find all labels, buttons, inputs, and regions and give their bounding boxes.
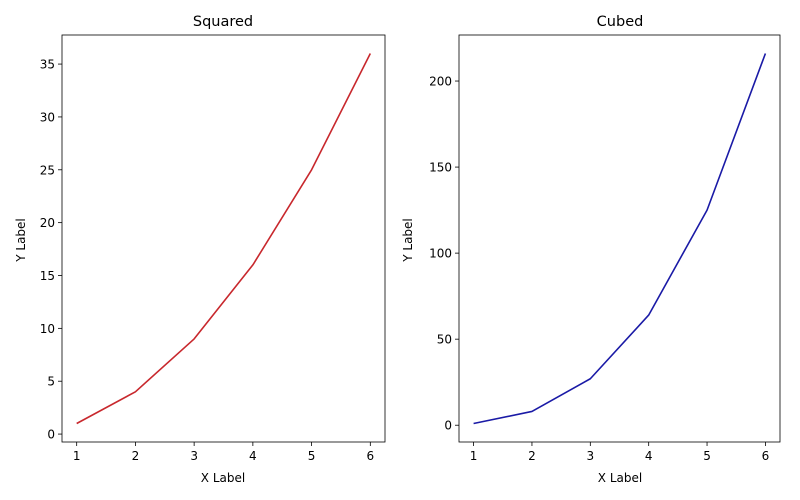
plot-frame: [61, 34, 386, 443]
x-axis-label: X Label: [201, 471, 245, 485]
y-axis-label: Y Label: [401, 218, 415, 263]
y-tick-label: 10: [40, 322, 55, 336]
y-tick-label: 0: [444, 419, 452, 433]
x-tick-label: 5: [308, 449, 316, 463]
y-axis-ticks: 0 50 100 150 200: [429, 75, 459, 433]
y-tick-label: 15: [40, 269, 55, 283]
subplot-cubed: Cubed X Label Y Label 1 2 3 4 5 6 0 50 100 150 200: [401, 14, 781, 485]
y-tick-label: 20: [40, 216, 55, 230]
x-axis-ticks: 1 2 3 4 5 6: [470, 442, 769, 463]
x-tick-label: 3: [586, 449, 594, 463]
x-tick-label: 1: [73, 449, 81, 463]
x-axis-label: X Label: [598, 471, 642, 485]
y-axis-ticks: 0 5 10 15 20 25 30 35: [40, 58, 62, 442]
y-tick-label: 35: [40, 58, 55, 72]
x-tick-label: 4: [249, 449, 257, 463]
series-line: [473, 53, 767, 425]
chart-title: Squared: [193, 14, 253, 30]
plot-frame: [458, 34, 781, 443]
x-tick-label: 6: [762, 449, 770, 463]
x-tick-label: 5: [703, 449, 711, 463]
subplot-squared: Squared X Label Y Label 1 2 3 4 5 6 0 5 10 15 20 25…: [14, 14, 386, 485]
x-tick-label: 3: [190, 449, 198, 463]
x-axis-ticks: 1 2 3 4 5 6: [73, 442, 374, 463]
x-tick-label: 4: [645, 449, 653, 463]
y-tick-label: 100: [429, 247, 452, 261]
y-tick-label: 5: [47, 375, 55, 389]
y-tick-label: 50: [437, 333, 452, 347]
y-tick-label: 150: [429, 161, 452, 175]
y-tick-label: 200: [429, 75, 452, 89]
y-tick-label: 25: [40, 163, 55, 177]
chart-title: Cubed: [597, 14, 644, 30]
x-tick-label: 1: [470, 449, 478, 463]
series-line: [76, 53, 372, 425]
y-tick-label: 30: [40, 110, 55, 124]
y-axis-label: Y Label: [14, 218, 28, 263]
x-tick-label: 2: [132, 449, 140, 463]
x-tick-label: 6: [366, 449, 374, 463]
x-tick-label: 2: [528, 449, 536, 463]
y-tick-label: 0: [47, 428, 55, 442]
